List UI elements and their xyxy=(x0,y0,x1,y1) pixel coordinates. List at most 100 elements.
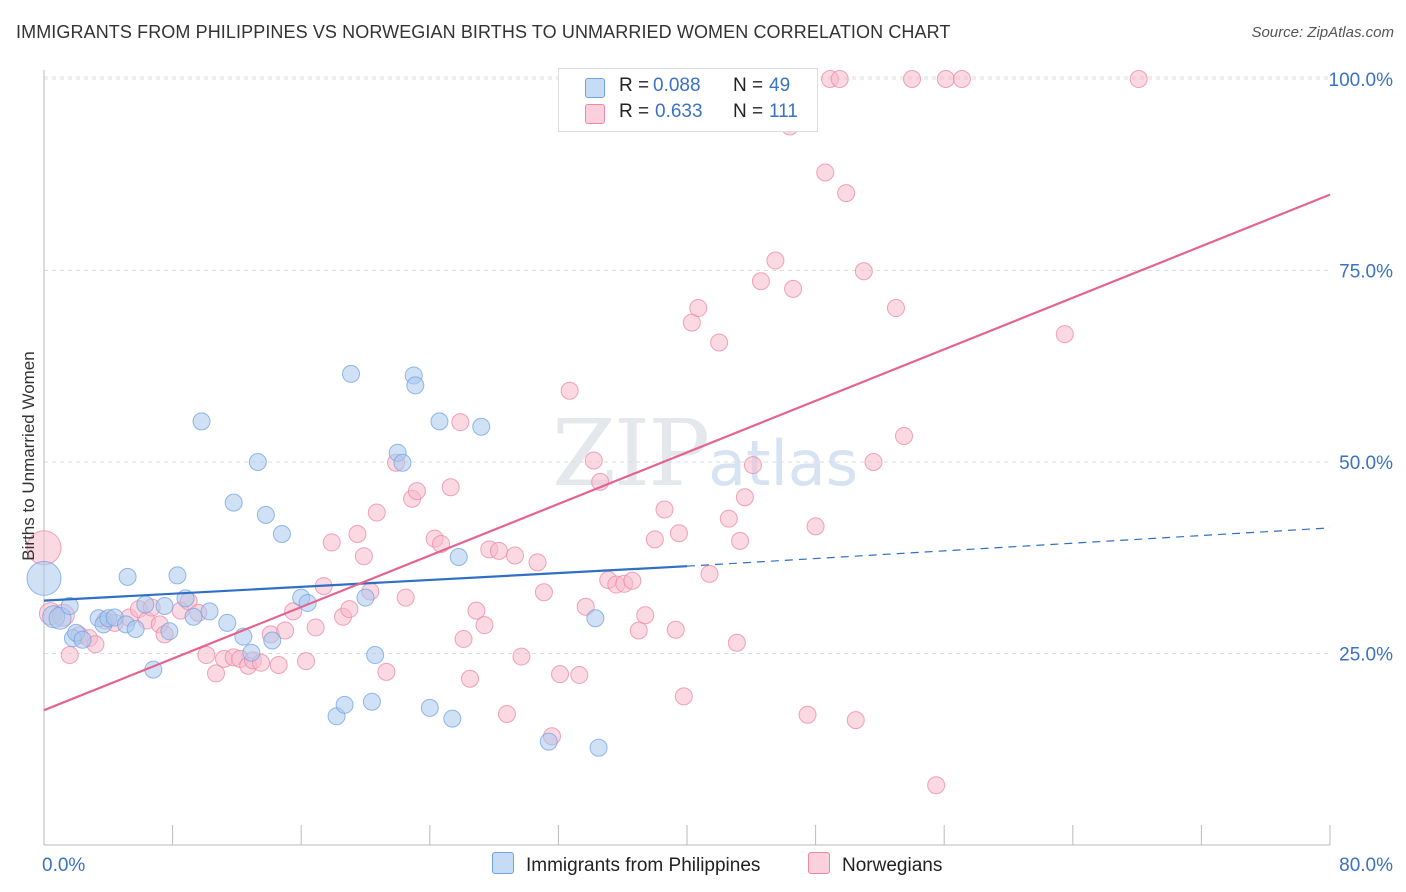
norwegians-point xyxy=(340,600,359,619)
norwegians-point xyxy=(655,500,674,519)
norwegians-trendline xyxy=(43,193,1331,712)
norwegians-point xyxy=(927,776,946,795)
norwegians-point xyxy=(576,597,595,616)
norwegians-point xyxy=(497,705,516,724)
philippines-point xyxy=(242,643,261,662)
philippines-point xyxy=(420,698,439,717)
philippines-point xyxy=(356,588,375,607)
norwegians-point xyxy=(1129,70,1148,88)
philippines-point xyxy=(335,695,354,714)
norwegians-point xyxy=(197,646,216,665)
norwegians-point xyxy=(354,547,373,566)
norwegians-point xyxy=(489,541,508,560)
norwegians-point xyxy=(689,299,708,318)
norwegians-point xyxy=(837,184,856,203)
philippines-point xyxy=(430,412,449,431)
philippines-points xyxy=(26,364,608,757)
legend-label-philippines: Immigrants from Philippines xyxy=(526,855,761,876)
x-tick-label: 80.0% xyxy=(1339,855,1393,876)
philippines-point xyxy=(192,412,211,431)
norwegians-point xyxy=(719,509,738,528)
norwegians-point xyxy=(276,621,295,640)
philippines-point xyxy=(539,732,558,751)
norwegians-point xyxy=(629,621,648,640)
philippines-point xyxy=(126,619,145,638)
norwegians-point xyxy=(207,664,226,683)
norwegians-point xyxy=(348,525,367,544)
philippines-point xyxy=(443,709,462,728)
norwegians-point xyxy=(751,272,770,291)
norwegians-point xyxy=(441,478,460,497)
norwegians-point xyxy=(735,488,754,507)
norwegians-point xyxy=(645,530,664,549)
philippines-point xyxy=(155,597,174,616)
legend-n-value: 49 xyxy=(769,75,791,96)
watermark-atlas: atlas xyxy=(708,427,858,500)
norwegians-point xyxy=(806,517,825,536)
philippines-point xyxy=(73,630,92,649)
norwegians-point xyxy=(377,662,396,681)
legend-r-value: 0.633 xyxy=(655,101,703,122)
legend-swatch-philippines xyxy=(585,78,605,98)
philippines-point xyxy=(586,609,605,628)
norwegians-point xyxy=(743,456,762,475)
norwegians-point xyxy=(830,70,849,88)
norwegians-points xyxy=(26,70,1148,795)
norwegians-point xyxy=(727,633,746,652)
norwegians-point xyxy=(460,669,479,688)
norwegians-point xyxy=(451,413,470,432)
x-tick-label: 0.0% xyxy=(42,855,85,876)
norwegians-point xyxy=(936,70,955,88)
norwegians-point xyxy=(467,601,486,620)
philippines-point xyxy=(224,493,243,512)
norwegians-point xyxy=(903,70,922,88)
philippines-point xyxy=(342,364,361,383)
norwegians-point xyxy=(674,687,693,706)
philippines-trendline xyxy=(43,565,688,602)
philippines-point xyxy=(218,613,237,632)
trendlines xyxy=(43,193,1331,712)
legend-swatch-norwegians xyxy=(585,104,605,124)
norwegians-point xyxy=(367,503,386,522)
norwegians-point xyxy=(895,426,914,445)
y-tick-label: 25.0% xyxy=(1339,645,1393,666)
philippines-point xyxy=(168,566,187,585)
legend-item-norwegians: Norwegians xyxy=(808,852,942,877)
legend-swatch-philippines xyxy=(492,852,514,874)
philippines-point xyxy=(263,631,282,650)
philippines-point xyxy=(160,622,179,641)
norwegians-point xyxy=(534,583,553,602)
norwegians-point xyxy=(297,652,316,671)
y-tick-label: 75.0% xyxy=(1339,262,1393,283)
philippines-point xyxy=(256,505,275,524)
y-axis-label: Births to Unmarried Women xyxy=(19,351,38,560)
norwegians-point xyxy=(560,381,579,400)
philippines-point xyxy=(200,602,219,621)
norwegians-point xyxy=(669,524,688,543)
stats-legend: R = 0.088 N = 49 R = 0.633 N = 111 xyxy=(558,68,818,132)
norwegians-point xyxy=(846,711,865,730)
norwegians-point xyxy=(666,620,685,639)
norwegians-point xyxy=(731,531,750,550)
y-tick-label: 50.0% xyxy=(1339,453,1393,474)
chart-title: IMMIGRANTS FROM PHILIPPINES VS NORWEGIAN… xyxy=(16,22,951,42)
norwegians-point xyxy=(551,665,570,684)
philippines-point xyxy=(449,547,468,566)
legend-n-label: N = xyxy=(733,101,764,122)
legend-label-norwegians: Norwegians xyxy=(842,855,943,876)
watermark: ZIPatlas xyxy=(552,400,858,507)
norwegians-point xyxy=(816,163,835,182)
source-credit: Source: ZipAtlas.com xyxy=(1251,24,1394,41)
norwegians-point xyxy=(505,546,524,565)
norwegians-point xyxy=(512,647,531,666)
philippines-point xyxy=(118,567,137,586)
legend-r-label: R = xyxy=(619,101,650,122)
philippines-point xyxy=(362,692,381,711)
norwegians-point xyxy=(60,646,79,665)
norwegians-point xyxy=(886,299,905,318)
axes xyxy=(43,70,1331,846)
norwegians-point xyxy=(570,665,589,684)
philippines-point xyxy=(26,560,62,596)
philippines-point xyxy=(589,738,608,757)
